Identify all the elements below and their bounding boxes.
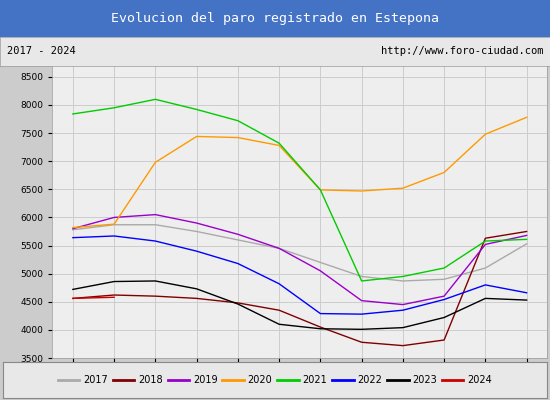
Legend: 2017, 2018, 2019, 2020, 2021, 2022, 2023, 2024: 2017, 2018, 2019, 2020, 2021, 2022, 2023… xyxy=(58,375,492,385)
Text: Evolucion del paro registrado en Estepona: Evolucion del paro registrado en Estepon… xyxy=(111,12,439,25)
Text: http://www.foro-ciudad.com: http://www.foro-ciudad.com xyxy=(381,46,543,56)
Text: 2017 - 2024: 2017 - 2024 xyxy=(7,46,75,56)
